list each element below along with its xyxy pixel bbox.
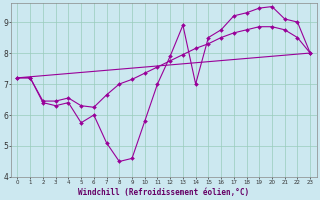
X-axis label: Windchill (Refroidissement éolien,°C): Windchill (Refroidissement éolien,°C) xyxy=(78,188,249,197)
